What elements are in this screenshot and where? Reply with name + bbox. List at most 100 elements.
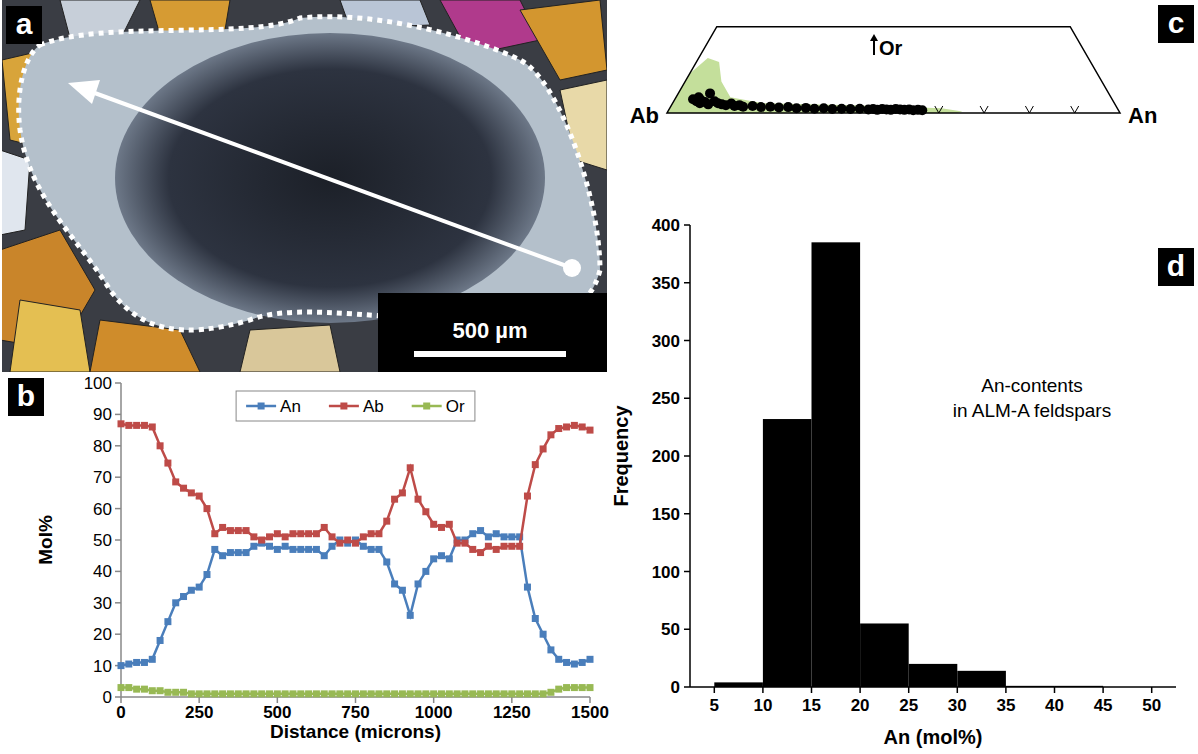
panel-letter-text: c: [1168, 6, 1185, 39]
data-point: [765, 102, 775, 112]
background: [0, 0, 1198, 754]
series-marker: [164, 689, 171, 696]
series-line: [121, 531, 590, 666]
y-tick-label: 100: [84, 374, 112, 393]
series-marker: [329, 533, 336, 540]
series-marker: [118, 420, 125, 427]
series-marker: [250, 533, 257, 540]
x-tick-label: 1500: [571, 703, 609, 722]
series-marker: [282, 533, 289, 540]
series-marker: [305, 546, 312, 553]
series-marker: [547, 431, 554, 438]
series-marker: [516, 690, 523, 697]
series-marker: [547, 646, 554, 653]
series-marker: [454, 690, 461, 697]
ternary-tick: [1071, 106, 1079, 113]
series-marker: [469, 546, 476, 553]
series-marker: [282, 543, 289, 550]
series-marker: [211, 690, 218, 697]
series-marker: [352, 540, 359, 547]
series-marker: [305, 690, 312, 697]
series-marker: [493, 546, 500, 553]
composition-field: [667, 58, 962, 113]
histogram-bar: [860, 623, 909, 687]
series-marker: [203, 505, 210, 512]
y-tick-label: 40: [93, 562, 112, 581]
plot-area: [118, 420, 594, 697]
series-marker: [477, 549, 484, 556]
series-marker: [540, 445, 547, 452]
series-marker: [477, 690, 484, 697]
series-marker: [485, 543, 492, 550]
series-marker: [547, 689, 554, 696]
series-marker: [524, 584, 531, 591]
series-marker: [149, 423, 156, 430]
series-marker: [461, 690, 468, 697]
x-tick-label: 5: [710, 696, 719, 715]
series-marker: [282, 690, 289, 697]
legend-marker: [258, 403, 265, 410]
x-tick-label: 15: [802, 696, 821, 715]
series-marker: [493, 690, 500, 697]
x-tick: [859, 687, 861, 693]
series-marker: [157, 687, 164, 694]
x-tick-label: 500: [263, 703, 291, 722]
series-marker: [125, 422, 132, 429]
y-tick: [115, 414, 121, 416]
panel-letter-box: [1158, 5, 1194, 43]
series-marker: [141, 422, 148, 429]
or-arrowhead: [870, 34, 878, 41]
series-marker: [555, 686, 562, 693]
series-marker: [125, 684, 132, 691]
y-tick-label: 350: [652, 274, 680, 293]
series-marker: [571, 684, 578, 691]
series-marker: [415, 690, 422, 697]
x-tick-label: 25: [899, 696, 918, 715]
series-marker: [360, 533, 367, 540]
series-marker: [266, 533, 273, 540]
series-marker: [164, 618, 171, 625]
series-marker: [196, 690, 203, 697]
series-marker: [211, 546, 218, 553]
ternary-frame: [667, 27, 1120, 113]
series-marker: [446, 521, 453, 528]
y-tick: [684, 513, 690, 515]
series-marker: [391, 496, 398, 503]
panel-letter-text: d: [1167, 249, 1185, 282]
series-marker: [141, 659, 148, 666]
x-tick-label: 750: [341, 703, 369, 722]
series-marker: [188, 489, 195, 496]
series-marker: [485, 690, 492, 697]
series-marker: [227, 527, 234, 534]
series-marker: [211, 530, 218, 537]
y-tick-label: 400: [652, 216, 680, 235]
y-tick-label: 90: [93, 405, 112, 424]
series-marker: [375, 546, 382, 553]
series-marker: [368, 546, 375, 553]
series-marker: [274, 530, 281, 537]
series-marker: [454, 540, 461, 547]
series-marker: [555, 656, 562, 663]
x-tick-label: 50: [1142, 696, 1161, 715]
y-axis-title: Mol%: [35, 515, 56, 565]
series-marker: [579, 684, 586, 691]
x-tick-label: 40: [1045, 696, 1064, 715]
series-marker: [180, 689, 187, 696]
legend-label: Or: [446, 397, 465, 416]
legend-marker: [340, 403, 347, 410]
series-marker: [336, 540, 343, 547]
plot-area: [714, 242, 1103, 687]
series-marker: [501, 533, 508, 540]
y-tick: [115, 476, 121, 478]
series-marker: [172, 478, 179, 485]
y-axis-title: Frequency: [610, 405, 632, 507]
series-marker: [297, 546, 304, 553]
series-marker: [149, 656, 156, 663]
ternary-tick: [1025, 106, 1033, 113]
x-tick: [957, 687, 959, 693]
y-tick: [684, 629, 690, 631]
panel-b: 0102030405060708090100025050075010001250…: [35, 374, 609, 742]
x-tick-label: 10: [753, 696, 772, 715]
legend-marker: [423, 403, 430, 410]
data-point: [837, 104, 847, 114]
